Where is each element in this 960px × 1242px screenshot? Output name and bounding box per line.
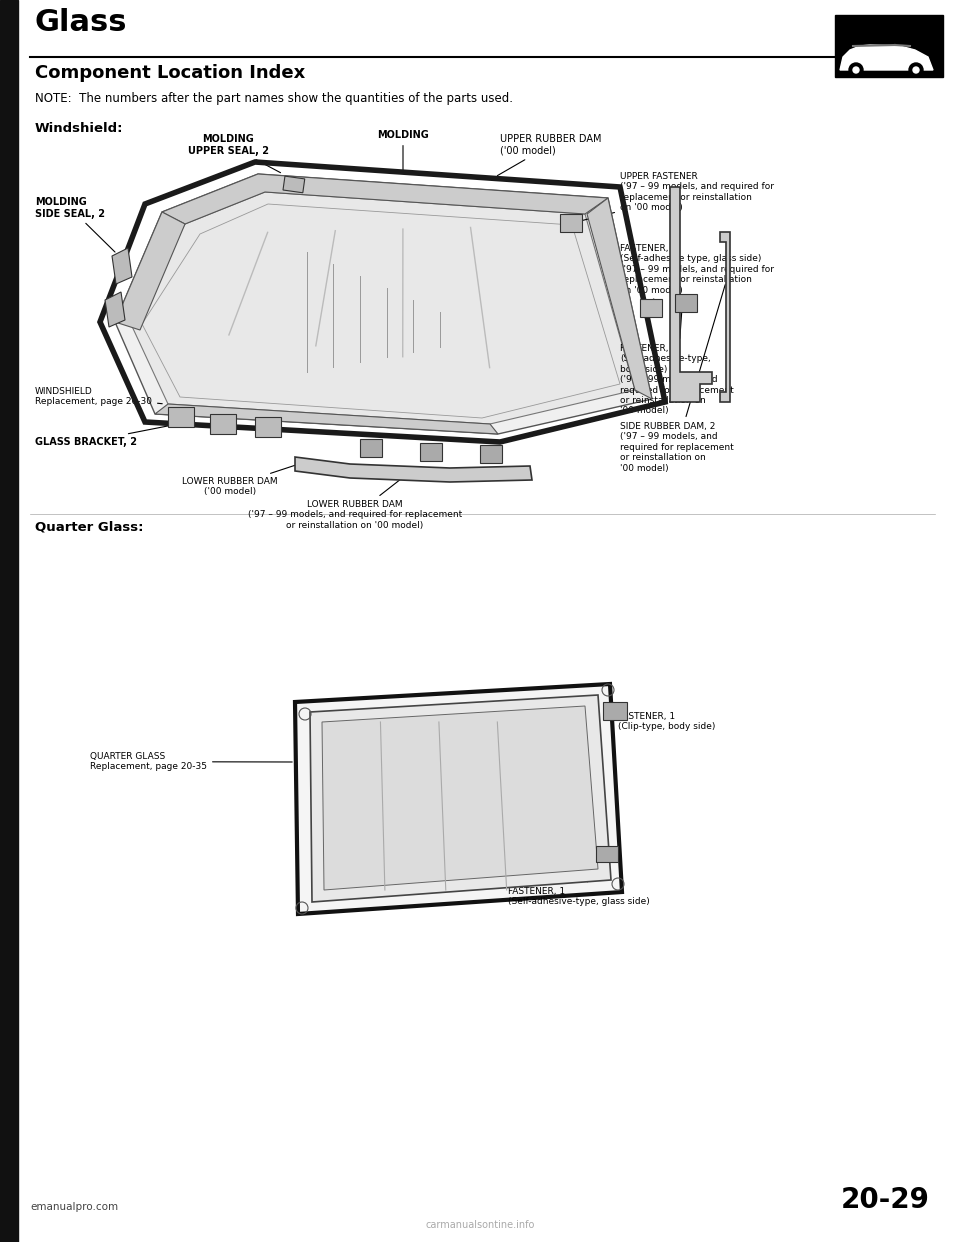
Text: LOWER RUBBER DAM
('97 – 99 models, and required for replacement
or reinstallatio: LOWER RUBBER DAM ('97 – 99 models, and r… [248, 469, 462, 530]
Polygon shape [112, 248, 132, 284]
Bar [835, 15, 943, 77]
Bar [168, 407, 194, 427]
Text: QUARTER GLASS
Replacement, page 20-35: QUARTER GLASS Replacement, page 20-35 [90, 751, 292, 771]
Text: WINDSHIELD
Replacement, page 20-30: WINDSHIELD Replacement, page 20-30 [35, 388, 162, 406]
Polygon shape [162, 174, 608, 224]
Polygon shape [155, 404, 498, 433]
Text: UPPER RUBBER DAM
('00 model): UPPER RUBBER DAM ('00 model) [497, 134, 602, 175]
Polygon shape [130, 193, 635, 424]
Polygon shape [295, 457, 532, 482]
Bar [210, 414, 236, 433]
Polygon shape [295, 684, 622, 914]
Bar [283, 176, 304, 193]
Text: Component Location Index: Component Location Index [35, 65, 305, 82]
Bar [640, 299, 662, 317]
Text: 20-29: 20-29 [841, 1186, 930, 1213]
Bar [480, 445, 502, 463]
Text: MOLDING: MOLDING [377, 130, 429, 171]
Bar [675, 294, 697, 312]
Polygon shape [310, 696, 611, 902]
Text: SIDE RUBBER DAM, 2
('97 – 99 models, and
required for replacement
or reinstallat: SIDE RUBBER DAM, 2 ('97 – 99 models, and… [620, 284, 733, 473]
Bar [420, 443, 442, 461]
Text: Glass: Glass [35, 7, 128, 37]
Polygon shape [720, 232, 730, 402]
Text: LOWER RUBBER DAM
('00 model): LOWER RUBBER DAM ('00 model) [182, 463, 302, 497]
Polygon shape [105, 292, 125, 327]
Bar [603, 702, 627, 720]
Bar [255, 417, 281, 437]
Bar [560, 214, 582, 232]
Circle shape [849, 63, 863, 77]
Polygon shape [115, 212, 185, 330]
Polygon shape [322, 705, 598, 891]
Bar [596, 846, 618, 862]
Text: NOTE:  The numbers after the part names show the quantities of the parts used.: NOTE: The numbers after the part names s… [35, 92, 513, 106]
Circle shape [909, 63, 923, 77]
Bar [0, 0, 18, 1242]
Text: GLASS BRACKET, 2: GLASS BRACKET, 2 [35, 422, 185, 447]
Text: FASTENER, 2
(Self-adhesive type, glass side)
('97 – 99 models, and required for
: FASTENER, 2 (Self-adhesive type, glass s… [620, 243, 774, 303]
Text: Quarter Glass:: Quarter Glass: [35, 520, 143, 533]
Circle shape [853, 67, 859, 73]
Text: MOLDING
SIDE SEAL, 2: MOLDING SIDE SEAL, 2 [35, 197, 115, 252]
Text: Windshield:: Windshield: [35, 122, 124, 135]
Circle shape [913, 67, 919, 73]
Polygon shape [587, 197, 652, 399]
Text: UPPER FASTENER
('97 – 99 models, and required for
replacement or reinstallation
: UPPER FASTENER ('97 – 99 models, and req… [570, 171, 774, 224]
Text: FASTENER, 2
(Self-adhesive-type,
body side)
('97 – 99 models, and
required for r: FASTENER, 2 (Self-adhesive-type, body si… [620, 310, 733, 415]
Text: emanualpro.com: emanualpro.com [30, 1202, 118, 1212]
Text: carmanualsontine.info: carmanualsontine.info [425, 1220, 535, 1230]
Text: FASTENER, 1
(Self-adhesive-type, glass side): FASTENER, 1 (Self-adhesive-type, glass s… [508, 862, 650, 907]
Polygon shape [840, 45, 933, 70]
Text: FASTENER, 1
(Clip-type, body side): FASTENER, 1 (Clip-type, body side) [615, 712, 715, 732]
Polygon shape [670, 188, 712, 402]
Polygon shape [115, 174, 652, 433]
Bar [360, 438, 382, 457]
Text: MOLDING
UPPER SEAL, 2: MOLDING UPPER SEAL, 2 [187, 134, 280, 173]
